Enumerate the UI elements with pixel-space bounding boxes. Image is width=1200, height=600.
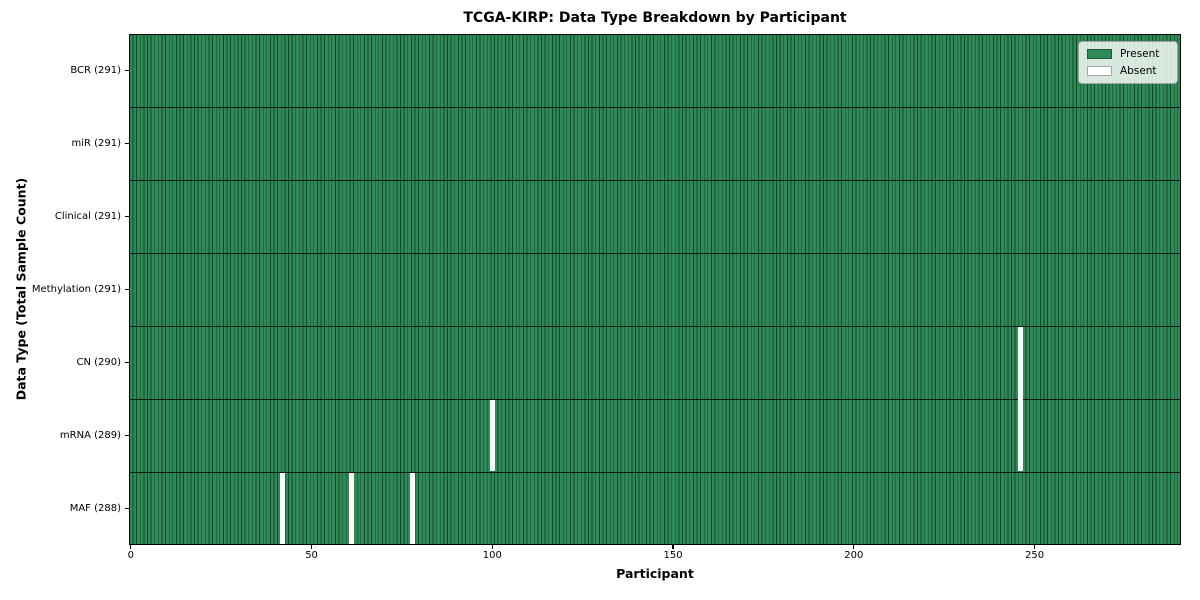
row-divider (129, 471, 1181, 473)
row-divider (129, 106, 1181, 108)
plot-frame (129, 34, 1181, 545)
y-tick-label: mRNA (289) (59, 429, 121, 441)
x-tick-label: 50 (305, 550, 318, 561)
y-tick-label: Methylation (291) (31, 283, 121, 295)
chart-title: TCGA-KIRP: Data Type Breakdown by Partic… (463, 10, 847, 26)
y-tick-mark (125, 361, 129, 364)
y-tick-mark (125, 288, 129, 291)
legend-label-absent: Absent (1120, 65, 1157, 77)
legend-item-present: Present (1087, 48, 1169, 60)
legend-swatch-present-icon (1087, 49, 1112, 59)
legend: Present Absent (1078, 41, 1178, 84)
absent-bar (489, 400, 495, 471)
x-tick-mark (130, 545, 132, 549)
absent-bar (1017, 327, 1023, 471)
plot-area: Present Absent (129, 34, 1181, 545)
y-tick-mark (125, 215, 129, 218)
row-divider (129, 325, 1181, 327)
x-axis-label: Participant (616, 566, 694, 581)
absent-bar (410, 473, 416, 544)
x-tick-mark (853, 545, 855, 549)
x-tick-label: 200 (844, 550, 864, 561)
y-tick-label: miR (291) (71, 137, 121, 149)
legend-label-present: Present (1120, 48, 1160, 60)
x-tick-label: 0 (127, 550, 134, 561)
y-tick-label: Clinical (291) (54, 210, 121, 222)
legend-item-absent: Absent (1087, 65, 1169, 77)
absent-bar (280, 473, 286, 544)
y-tick-label: CN (290) (76, 356, 121, 368)
x-tick-label: 250 (1025, 550, 1045, 561)
row-divider (129, 398, 1181, 400)
y-tick-label: MAF (288) (69, 502, 121, 514)
x-tick-label: 100 (482, 550, 502, 561)
y-tick-mark (125, 434, 129, 437)
y-tick-mark (125, 69, 129, 72)
legend-swatch-absent-icon (1087, 66, 1112, 76)
x-tick-mark (672, 545, 674, 549)
x-tick-mark (1033, 545, 1036, 549)
absent-bar (348, 473, 354, 544)
x-tick-mark (491, 545, 493, 549)
row-divider (129, 252, 1181, 254)
x-tick-label: 150 (663, 550, 683, 561)
row-divider (129, 179, 1181, 181)
y-tick-label: BCR (291) (70, 64, 121, 76)
y-tick-mark (125, 507, 129, 510)
x-tick-mark (310, 545, 313, 549)
y-tick-mark (125, 142, 129, 145)
